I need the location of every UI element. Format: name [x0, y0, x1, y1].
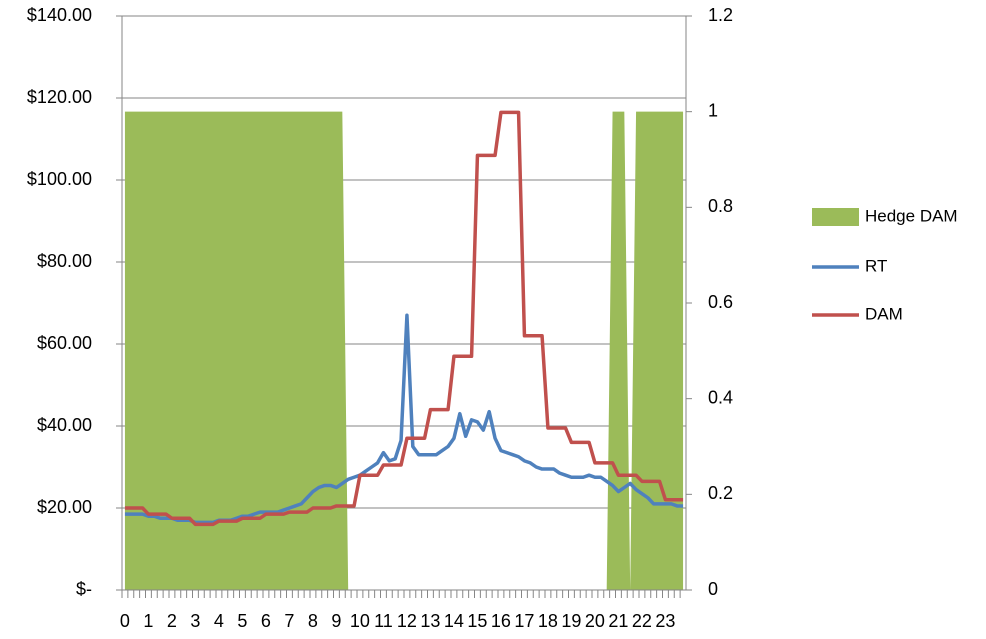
legend-swatch — [812, 208, 859, 226]
y-tick-label: $- — [76, 579, 92, 599]
area-series — [124, 111, 684, 591]
legend-label: RT — [865, 256, 887, 275]
legend-label: Hedge DAM — [865, 206, 958, 225]
x-tick-label: 18 — [538, 611, 558, 631]
y-tick-label: $100.00 — [27, 169, 92, 189]
x-tick-label: 16 — [491, 611, 511, 631]
x-tick-label: 3 — [190, 611, 200, 631]
x-tick-label: 5 — [237, 611, 247, 631]
y-tick-label: $40.00 — [37, 415, 92, 435]
x-tick-label: 19 — [561, 611, 581, 631]
x-tick-label: 10 — [350, 611, 370, 631]
x-tick-label: 22 — [632, 611, 652, 631]
x-tick-label: 1 — [143, 611, 153, 631]
x-tick-label: 23 — [655, 611, 675, 631]
line-series — [124, 110, 684, 527]
x-tick-label: 17 — [514, 611, 534, 631]
x-tick-label: 2 — [167, 611, 177, 631]
x-tick-label: 14 — [444, 611, 464, 631]
x-tick-label: 7 — [284, 611, 294, 631]
y2-tick-label: 0.8 — [708, 196, 733, 216]
y2-tick-label: 0.4 — [708, 387, 733, 407]
y2-tick-label: 0 — [708, 579, 718, 599]
x-tick-label: 20 — [585, 611, 605, 631]
y-tick-label: $140.00 — [27, 5, 92, 25]
x-tick-label: 9 — [331, 611, 341, 631]
y2-tick-label: 0.2 — [708, 483, 733, 503]
y-tick-label: $120.00 — [27, 87, 92, 107]
x-tick-label: 21 — [608, 611, 628, 631]
y-tick-label: $60.00 — [37, 333, 92, 353]
x-tick-label: 12 — [397, 611, 417, 631]
x-tick-label: 8 — [308, 611, 318, 631]
x-tick-label: 0 — [120, 611, 130, 631]
legend-label: DAM — [865, 304, 903, 323]
y-tick-label: $80.00 — [37, 251, 92, 271]
x-tick-label: 11 — [374, 611, 393, 631]
y-tick-label: $20.00 — [37, 497, 92, 517]
y2-tick-label: 0.6 — [708, 292, 733, 312]
y2-tick-label: 1 — [708, 100, 718, 120]
x-tick-label: 15 — [467, 611, 487, 631]
x-tick-label: 4 — [214, 611, 224, 631]
y2-tick-label: 1.2 — [708, 5, 733, 25]
x-tick-label: 13 — [420, 611, 440, 631]
x-tick-label: 6 — [261, 611, 271, 631]
